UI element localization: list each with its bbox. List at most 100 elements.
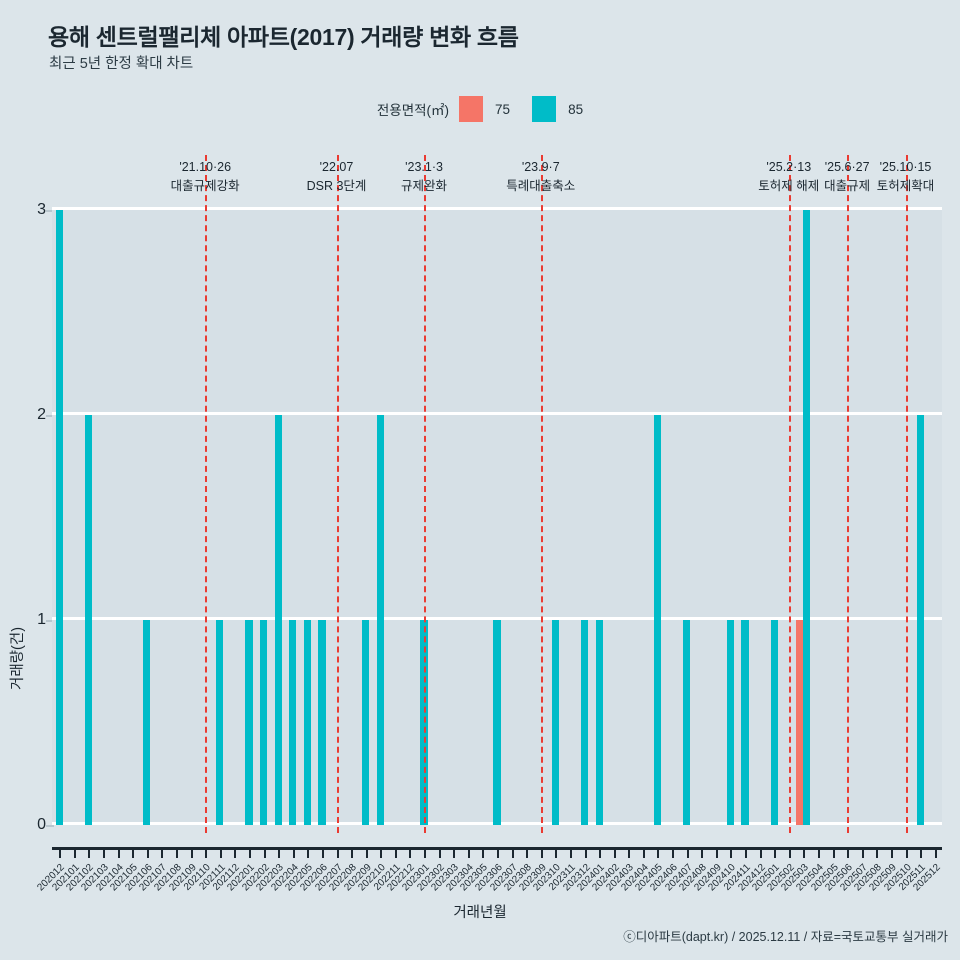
legend-title: 전용면적(㎡) — [376, 103, 450, 118]
x-tick-mark — [613, 847, 616, 858]
x-tick-mark — [788, 847, 791, 858]
bar[interactable] — [595, 620, 603, 825]
bar[interactable] — [653, 415, 662, 825]
x-tick-mark — [234, 847, 237, 858]
x-tick-mark — [657, 847, 660, 858]
x-tick-mark — [73, 847, 76, 858]
x-tick-mark — [307, 847, 310, 858]
bar[interactable] — [245, 620, 253, 825]
x-tick-mark — [890, 847, 893, 858]
event-date: '25.2·13 — [766, 160, 812, 174]
x-tick-mark — [715, 847, 718, 858]
x-tick-mark — [117, 847, 120, 858]
gridline — [52, 207, 942, 210]
gridline — [52, 412, 942, 415]
x-tick-mark — [248, 847, 251, 858]
y-tick-mark — [46, 210, 54, 212]
x-tick-mark — [759, 847, 762, 858]
y-tick-label: 0 — [37, 816, 46, 833]
x-tick-mark — [745, 847, 748, 858]
bar[interactable] — [551, 620, 559, 825]
legend-label-85: 85 — [568, 101, 584, 117]
x-tick-mark — [146, 847, 149, 858]
x-tick-mark — [176, 847, 179, 858]
x-tick-mark — [599, 847, 602, 858]
event-text: 대출규제강화 — [170, 179, 240, 194]
bar[interactable] — [795, 620, 803, 825]
bar[interactable] — [259, 620, 268, 825]
gridline — [52, 617, 942, 620]
x-tick-mark — [686, 847, 689, 858]
bar[interactable] — [683, 620, 691, 825]
x-tick-mark — [278, 847, 281, 858]
legend-label-75: 75 — [495, 101, 511, 117]
bar[interactable] — [274, 415, 282, 825]
event-text: 대출규제 — [824, 179, 871, 194]
event-label: '21.10·26 대출규제강화 — [171, 158, 240, 197]
event-text: 규제완화 — [401, 179, 448, 194]
bar[interactable] — [376, 415, 384, 825]
event-text: 토허제 해제 — [758, 179, 820, 194]
x-tick-mark — [132, 847, 135, 858]
event-text: DSR 3단계 — [306, 179, 367, 194]
x-tick-mark — [205, 847, 208, 858]
event-date: '25.6·27 — [824, 160, 870, 174]
y-tick-label: 3 — [37, 201, 46, 218]
event-marker-line — [540, 155, 543, 833]
bar[interactable] — [741, 620, 749, 825]
y-tick-mark — [46, 415, 54, 417]
y-tick-label: 1 — [37, 611, 46, 628]
x-tick-mark — [263, 847, 266, 858]
x-tick-mark — [161, 847, 164, 858]
bar[interactable] — [493, 620, 501, 825]
x-tick-mark — [380, 847, 383, 858]
x-axis-title: 거래년월 — [453, 905, 507, 921]
bar[interactable] — [143, 620, 151, 825]
event-label: '23.9·7 특례대출축소 — [506, 158, 575, 197]
x-tick-mark — [511, 847, 514, 858]
bar[interactable] — [726, 620, 735, 825]
footer-credit: ⓒ디아파트(dapt.kr) / 2025.12.11 / 자료=국토교통부 실… — [623, 930, 948, 944]
x-tick-mark — [628, 847, 631, 858]
event-marker-line — [788, 155, 791, 833]
x-tick-mark — [803, 847, 806, 858]
x-tick-mark — [365, 847, 368, 858]
x-tick-mark — [540, 847, 543, 858]
bar[interactable] — [770, 620, 778, 825]
y-axis: 거래량(건) 0 1 2 3 — [0, 201, 54, 833]
x-tick-mark — [569, 847, 572, 858]
x-tick-mark — [672, 847, 675, 858]
event-date: '23.1·3 — [405, 160, 443, 174]
bar[interactable] — [55, 210, 63, 825]
bar[interactable] — [802, 210, 810, 825]
bar[interactable] — [362, 620, 370, 825]
bar[interactable] — [216, 620, 224, 825]
bar[interactable] — [420, 620, 428, 825]
bar[interactable] — [303, 620, 311, 825]
x-tick-mark — [190, 847, 193, 858]
bar[interactable] — [289, 620, 297, 825]
bar[interactable] — [318, 620, 326, 825]
x-tick-mark — [817, 847, 820, 858]
x-tick-mark — [103, 847, 106, 858]
event-text: 토허제확대 — [876, 179, 935, 194]
x-tick-mark — [424, 847, 427, 858]
bar[interactable] — [84, 415, 93, 825]
x-tick-mark — [453, 847, 456, 858]
x-tick-mark — [497, 847, 499, 858]
x-tick-mark — [526, 847, 529, 858]
legend-swatch-75 — [459, 96, 484, 122]
bar[interactable] — [580, 620, 589, 825]
x-tick-mark — [351, 847, 354, 858]
event-label: '25.10·15 토허제확대 — [877, 158, 935, 197]
event-label: '22.07 DSR 3단계 — [307, 158, 367, 197]
x-tick-mark — [555, 847, 558, 858]
x-tick-mark — [219, 847, 222, 858]
event-marker-line — [847, 155, 850, 833]
legend: 전용면적(㎡) 75 85 — [0, 96, 960, 122]
y-axis-title: 거래량(건) — [10, 626, 26, 690]
bar[interactable] — [916, 415, 924, 825]
x-tick-mark — [59, 847, 62, 858]
event-date: '21.10·26 — [179, 160, 232, 174]
x-tick-mark — [336, 847, 339, 858]
